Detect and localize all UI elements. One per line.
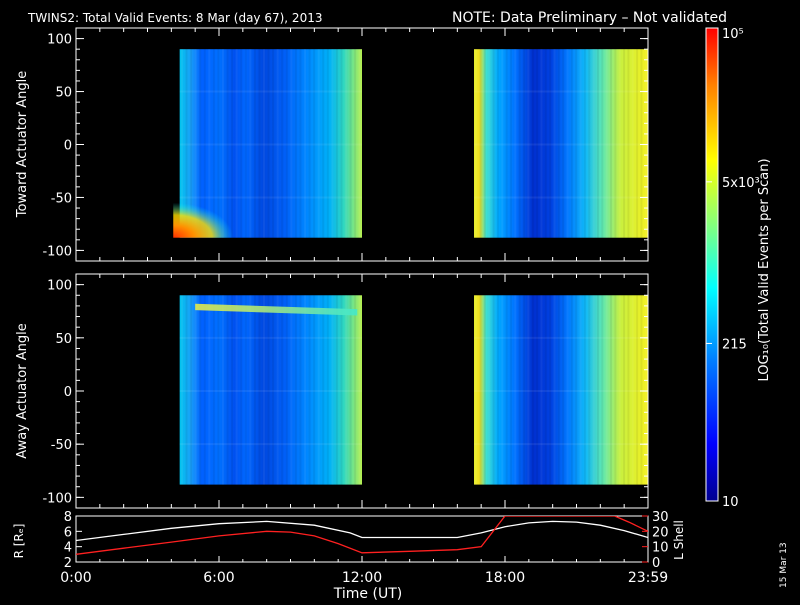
colorbar-tick-label: 10: [722, 495, 739, 510]
orbit-left-ytick-label: 4: [64, 541, 72, 556]
toward-ytick-label: 100: [47, 33, 72, 48]
colorbar-gradient: [705, 27, 719, 502]
time-tick-label: 18:00: [485, 570, 525, 586]
time-axis: 0:00 6:00 12:00 18:00 23:59: [60, 570, 668, 586]
away-data-segment: [179, 295, 362, 485]
colorbar-tick-label: 10⁵: [722, 27, 744, 42]
orbit-series-right: [76, 516, 648, 555]
page-title: TWINS2: Total Valid Events: 8 Mar (day 6…: [27, 11, 322, 25]
orbit-left-ytick-label: 6: [64, 525, 72, 540]
away-ytick-label: -50: [51, 438, 72, 453]
orbit-right-ylabel: L Shell: [672, 520, 686, 560]
toward-data-segment: [474, 49, 648, 238]
colorbar-tick-label: 215: [722, 337, 747, 352]
away-band-feature: [195, 303, 358, 316]
date-stamp: 15 Mar 13: [779, 542, 789, 588]
orbit-right-ytick-label: 0: [652, 556, 660, 571]
colorbar-tick-label: 5x10³: [722, 176, 760, 191]
toward-ytick-label: -50: [51, 191, 72, 206]
toward-ylabel: Toward Actuator Angle: [15, 71, 30, 218]
colorbar: 10 215 5x10³ 10⁵: [705, 27, 760, 510]
time-tick-label: 6:00: [203, 570, 234, 586]
away-ytick-label: 0: [64, 385, 72, 400]
time-axis-label: Time (UT): [333, 586, 402, 600]
toward-ytick-label: 50: [55, 86, 72, 101]
orbit-left-ylabel: R [Rₑ]: [12, 524, 26, 559]
time-tick-label: 23:59: [628, 570, 668, 586]
preliminary-note: NOTE: Data Preliminary – Not validated: [452, 10, 727, 26]
away-panel: -100 -50 0 50 100: [42, 273, 649, 509]
toward-ytick-label: -100: [42, 244, 72, 259]
time-tick-label: 0:00: [60, 570, 91, 586]
orbit-left-ytick-label: 8: [64, 510, 72, 525]
away-ytick-label: 100: [47, 279, 72, 294]
orbit-right-ytick-label: 30: [652, 510, 669, 525]
orbit-right-ytick-label: 10: [652, 541, 669, 556]
time-tick-label: 12:00: [342, 570, 382, 586]
toward-hot-corner: [173, 202, 234, 238]
away-data-segment: [474, 295, 648, 485]
toward-panel: -100 -50 0 50 100: [42, 27, 649, 262]
orbit-series-left: [76, 520, 648, 542]
away-ylabel: Away Actuator Angle: [15, 323, 30, 458]
colorbar-label: LOG₁₀(Total Valid Events per Scan): [757, 158, 772, 381]
toward-ytick-label: 0: [64, 139, 72, 154]
orbit-frame: [75, 515, 649, 563]
orbit-right-ytick-label: 20: [652, 525, 669, 540]
orbit-left-ytick-label: 2: [64, 556, 72, 571]
away-ytick-label: -100: [42, 491, 72, 506]
away-ytick-label: 50: [55, 332, 72, 347]
